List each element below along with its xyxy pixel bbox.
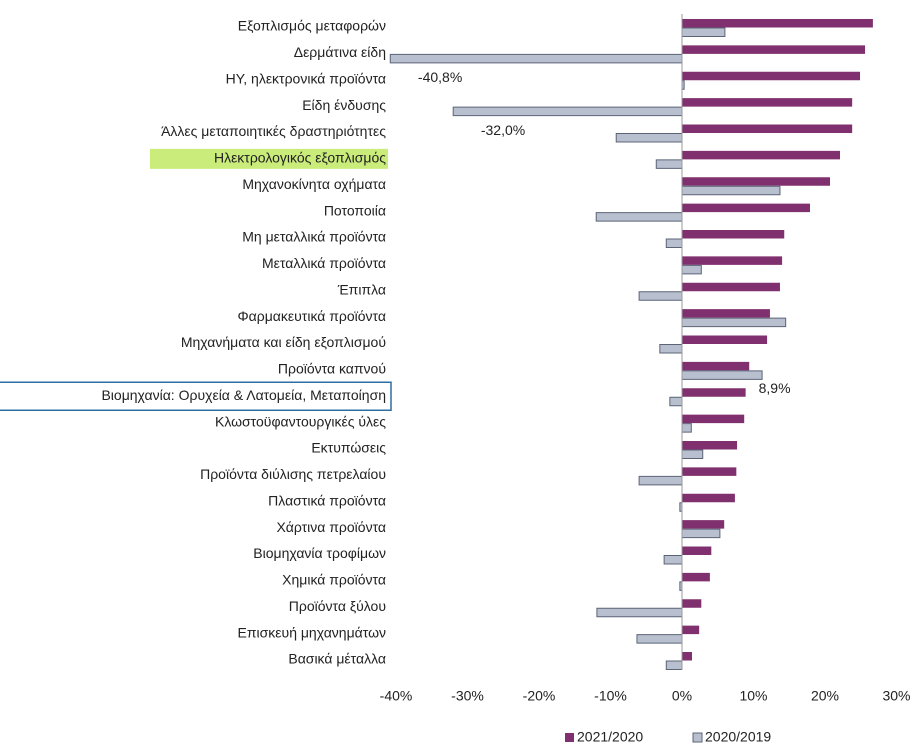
x-tick-label: -10% xyxy=(594,688,627,704)
category-label: Άλλες μεταποιητικές δραστηριότητες xyxy=(161,123,386,139)
bar xyxy=(659,344,683,354)
bar xyxy=(682,572,710,582)
x-tick-label: -40% xyxy=(380,688,413,704)
category-label: Χάρτινα προϊόντα xyxy=(276,519,386,535)
data-label: -40,8% xyxy=(418,69,462,85)
data-label: -32,0% xyxy=(481,122,525,138)
category-label: Μη μεταλλικά προϊόντα xyxy=(242,229,386,245)
category-label: Εκτυπώσεις xyxy=(311,440,386,456)
bar xyxy=(682,124,853,133)
bar xyxy=(681,317,787,328)
bar xyxy=(682,230,785,239)
category-label: Βιομηχανία τροφίμων xyxy=(253,545,386,561)
bar xyxy=(681,449,704,459)
bar xyxy=(682,493,735,503)
category-label: Δερμάτινα είδη xyxy=(294,44,386,60)
bar xyxy=(682,309,770,318)
bar xyxy=(682,652,693,661)
bar xyxy=(665,660,683,670)
bar xyxy=(682,599,702,608)
x-tick-label: 10% xyxy=(739,688,767,704)
bar xyxy=(682,388,746,397)
category-label: Μηχανήματα και είδη εξοπλισμού xyxy=(181,334,386,350)
bar xyxy=(665,238,683,248)
bar xyxy=(682,150,841,160)
bar xyxy=(682,625,700,635)
bar xyxy=(669,396,683,407)
bar xyxy=(682,256,783,265)
category-label: Πλαστικά προϊόντα xyxy=(268,492,386,508)
bar xyxy=(638,475,683,486)
category-label: ΗΥ, ηλεκτρονικά προϊόντα xyxy=(226,70,386,86)
bar xyxy=(682,71,861,81)
label-box xyxy=(0,381,392,411)
category-label: Ποτοποιία xyxy=(324,202,386,218)
category-label: Έπιπλα xyxy=(337,281,386,297)
x-tick-label: 30% xyxy=(882,688,910,704)
bar xyxy=(682,520,725,529)
bar xyxy=(596,607,683,618)
highlight xyxy=(150,148,388,169)
bar xyxy=(595,212,683,222)
category-label: Προϊόντα καπνού xyxy=(278,361,386,377)
category-label: Μηχανοκίνητα οχήματα xyxy=(242,176,386,192)
category-label: Προϊόντα ξύλου xyxy=(289,598,386,614)
bar xyxy=(682,467,737,476)
x-tick-label: -30% xyxy=(451,688,484,704)
bar xyxy=(638,291,683,301)
category-label: Βασικά μέταλλα xyxy=(288,651,386,667)
category-label: Είδη ένδυσης xyxy=(302,97,386,113)
bar xyxy=(682,98,853,107)
bar xyxy=(682,441,738,450)
bar xyxy=(663,555,683,565)
bar xyxy=(681,264,702,275)
bar xyxy=(681,423,692,433)
category-label: Επισκευή μηχανημάτων xyxy=(238,624,386,640)
x-tick-label: 20% xyxy=(811,688,839,704)
category-label: Φαρμακευτικά προϊόντα xyxy=(238,308,386,324)
bar xyxy=(682,177,831,186)
bar xyxy=(615,133,683,143)
data-label: 8,9% xyxy=(759,380,791,396)
category-label: Προϊόντα διύλισης πετρελαίου xyxy=(200,466,386,482)
category-label: Βιομηχανία: Ορυχεία & Λατομεία, Μεταποίη… xyxy=(101,387,386,403)
bar xyxy=(681,27,726,37)
x-tick-label: -20% xyxy=(523,688,556,704)
category-label: Μεταλλικά προϊόντα xyxy=(262,255,386,271)
category-label: Ηλεκτρολογικός εξοπλισμός xyxy=(214,150,386,166)
bar xyxy=(682,282,780,292)
bar xyxy=(682,335,768,344)
bar xyxy=(682,19,873,28)
legend-swatch xyxy=(565,733,574,742)
category-label: Κλωστοϋφαντουργικές ύλες xyxy=(215,413,386,429)
x-tick-label: 0% xyxy=(672,688,692,704)
category-label: Χημικά προϊόντα xyxy=(282,572,386,588)
bar xyxy=(681,528,721,539)
bar xyxy=(655,159,683,169)
bar xyxy=(682,546,712,555)
bar xyxy=(681,370,763,380)
category-label: Εξοπλισμός μεταφορών xyxy=(238,18,386,34)
bar xyxy=(682,203,810,213)
bar xyxy=(682,414,745,424)
bar xyxy=(389,53,683,64)
bar xyxy=(636,634,683,644)
bar xyxy=(681,185,781,196)
bar xyxy=(682,45,866,54)
legend-label: 2021/2020 xyxy=(577,729,643,745)
bar xyxy=(452,106,683,117)
bar xyxy=(682,361,750,371)
legend-swatch xyxy=(692,732,703,743)
legend-label: 2020/2019 xyxy=(705,729,771,745)
